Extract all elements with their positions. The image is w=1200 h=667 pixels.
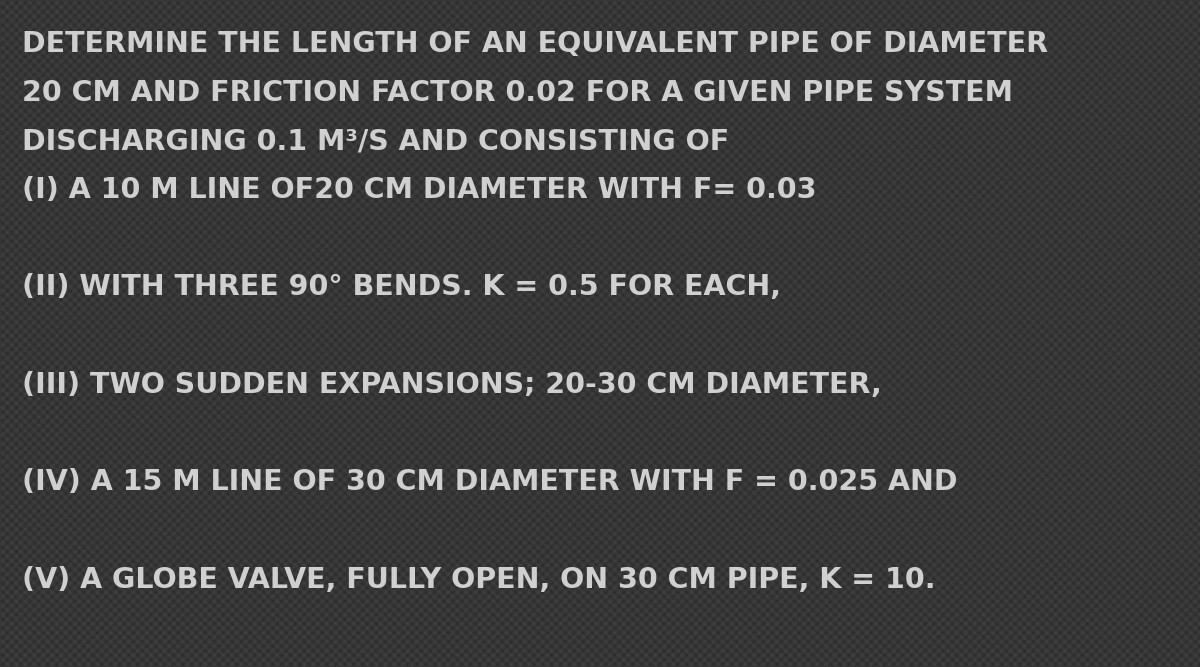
Text: (II) WITH THREE 90° BENDS. K = 0.5 FOR EACH,: (II) WITH THREE 90° BENDS. K = 0.5 FOR E… xyxy=(22,273,781,301)
Text: 20 CM AND FRICTION FACTOR 0.02 FOR A GIVEN PIPE SYSTEM: 20 CM AND FRICTION FACTOR 0.02 FOR A GIV… xyxy=(22,79,1013,107)
Text: (I) A 10 M LINE OF20 CM DIAMETER WITH F= 0.03: (I) A 10 M LINE OF20 CM DIAMETER WITH F=… xyxy=(22,176,816,204)
Text: DISCHARGING 0.1 M³/S AND CONSISTING OF: DISCHARGING 0.1 M³/S AND CONSISTING OF xyxy=(22,127,728,155)
Text: DETERMINE THE LENGTH OF AN EQUIVALENT PIPE OF DIAMETER: DETERMINE THE LENGTH OF AN EQUIVALENT PI… xyxy=(22,30,1048,58)
Text: (V) A GLOBE VALVE, FULLY OPEN, ON 30 CM PIPE, K = 10.: (V) A GLOBE VALVE, FULLY OPEN, ON 30 CM … xyxy=(22,566,935,594)
Text: (III) TWO SUDDEN EXPANSIONS; 20-30 CM DIAMETER,: (III) TWO SUDDEN EXPANSIONS; 20-30 CM DI… xyxy=(22,371,881,399)
Text: (IV) A 15 M LINE OF 30 CM DIAMETER WITH F = 0.025 AND: (IV) A 15 M LINE OF 30 CM DIAMETER WITH … xyxy=(22,468,958,496)
